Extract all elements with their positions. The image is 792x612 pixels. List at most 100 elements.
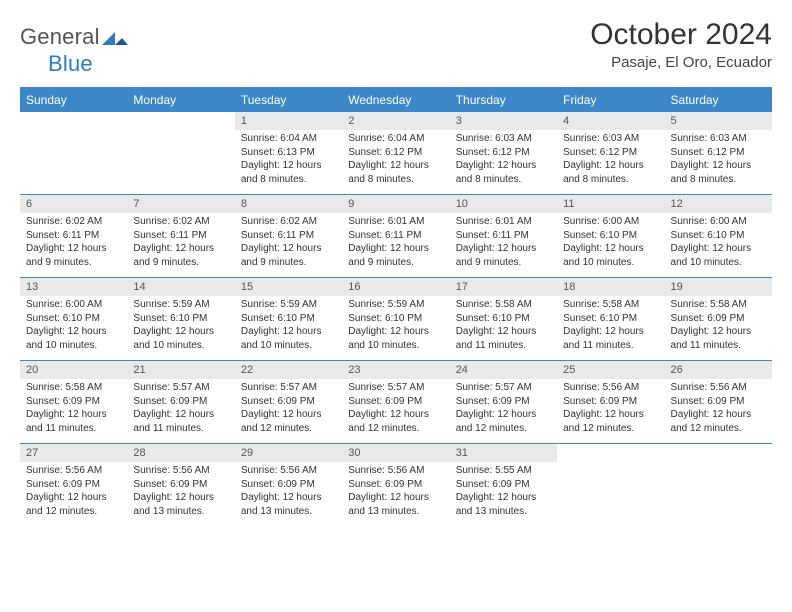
sunset-text: Sunset: 6:10 PM (133, 312, 228, 326)
sunrise-text: Sunrise: 6:01 AM (348, 215, 443, 229)
sunrise-text: Sunrise: 6:02 AM (26, 215, 121, 229)
sunrise-text: Sunrise: 5:59 AM (241, 298, 336, 312)
sunset-text: Sunset: 6:12 PM (563, 146, 658, 160)
day-number-row: 12345 (20, 112, 772, 131)
day-content-cell: Sunrise: 5:56 AMSunset: 6:09 PMDaylight:… (127, 462, 234, 526)
day-content-cell: Sunrise: 5:59 AMSunset: 6:10 PMDaylight:… (127, 296, 234, 361)
daylight-text: Daylight: 12 hours and 9 minutes. (26, 242, 121, 269)
sunrise-text: Sunrise: 5:56 AM (26, 464, 121, 478)
sunrise-text: Sunrise: 5:56 AM (563, 381, 658, 395)
day-number-cell: 17 (450, 278, 557, 297)
sunrise-text: Sunrise: 5:58 AM (671, 298, 766, 312)
day-content-cell: Sunrise: 5:57 AMSunset: 6:09 PMDaylight:… (127, 379, 234, 444)
day-content-cell: Sunrise: 6:04 AMSunset: 6:12 PMDaylight:… (342, 130, 449, 195)
day-number-cell: 24 (450, 361, 557, 380)
day-number-cell: 2 (342, 112, 449, 131)
sunrise-text: Sunrise: 5:56 AM (348, 464, 443, 478)
sunset-text: Sunset: 6:09 PM (671, 395, 766, 409)
daylight-text: Daylight: 12 hours and 13 minutes. (348, 491, 443, 518)
day-number-cell: 20 (20, 361, 127, 380)
daylight-text: Daylight: 12 hours and 9 minutes. (456, 242, 551, 269)
header: GeneralBlue October 2024 Pasaje, El Oro,… (20, 18, 772, 77)
sunset-text: Sunset: 6:09 PM (241, 478, 336, 492)
day-content-row: Sunrise: 6:02 AMSunset: 6:11 PMDaylight:… (20, 213, 772, 278)
day-number-cell: 6 (20, 195, 127, 214)
day-number-cell: 1 (235, 112, 342, 131)
day-content-cell: Sunrise: 6:03 AMSunset: 6:12 PMDaylight:… (665, 130, 772, 195)
sunset-text: Sunset: 6:09 PM (456, 395, 551, 409)
daylight-text: Daylight: 12 hours and 12 minutes. (456, 408, 551, 435)
day-number-cell: 26 (665, 361, 772, 380)
day-content-cell (127, 130, 234, 195)
day-content-cell (665, 462, 772, 526)
weekday-header-row: Sunday Monday Tuesday Wednesday Thursday… (20, 88, 772, 112)
daylight-text: Daylight: 12 hours and 11 minutes. (563, 325, 658, 352)
sunset-text: Sunset: 6:11 PM (456, 229, 551, 243)
sunrise-text: Sunrise: 5:58 AM (26, 381, 121, 395)
sunrise-text: Sunrise: 5:59 AM (133, 298, 228, 312)
day-content-cell: Sunrise: 6:03 AMSunset: 6:12 PMDaylight:… (450, 130, 557, 195)
sunrise-text: Sunrise: 6:04 AM (241, 132, 336, 146)
sunrise-text: Sunrise: 5:57 AM (348, 381, 443, 395)
sunrise-text: Sunrise: 6:00 AM (563, 215, 658, 229)
sunrise-text: Sunrise: 5:57 AM (241, 381, 336, 395)
sunset-text: Sunset: 6:11 PM (348, 229, 443, 243)
day-content-cell: Sunrise: 6:00 AMSunset: 6:10 PMDaylight:… (557, 213, 664, 278)
day-number-cell: 18 (557, 278, 664, 297)
day-content-cell: Sunrise: 5:56 AMSunset: 6:09 PMDaylight:… (342, 462, 449, 526)
day-number-cell: 14 (127, 278, 234, 297)
month-title: October 2024 (590, 18, 772, 52)
sunset-text: Sunset: 6:09 PM (348, 478, 443, 492)
day-number-cell: 23 (342, 361, 449, 380)
daylight-text: Daylight: 12 hours and 8 minutes. (671, 159, 766, 186)
day-content-cell: Sunrise: 6:02 AMSunset: 6:11 PMDaylight:… (235, 213, 342, 278)
sunset-text: Sunset: 6:09 PM (26, 395, 121, 409)
day-content-cell: Sunrise: 6:01 AMSunset: 6:11 PMDaylight:… (450, 213, 557, 278)
day-number-row: 6789101112 (20, 195, 772, 214)
daylight-text: Daylight: 12 hours and 12 minutes. (671, 408, 766, 435)
day-number-cell: 19 (665, 278, 772, 297)
calendar-body: 12345Sunrise: 6:04 AMSunset: 6:13 PMDayl… (20, 112, 772, 527)
day-content-cell: Sunrise: 6:01 AMSunset: 6:11 PMDaylight:… (342, 213, 449, 278)
day-number-row: 2728293031 (20, 444, 772, 463)
sunrise-text: Sunrise: 6:01 AM (456, 215, 551, 229)
weekday-header: Thursday (450, 88, 557, 112)
day-content-row: Sunrise: 5:58 AMSunset: 6:09 PMDaylight:… (20, 379, 772, 444)
daylight-text: Daylight: 12 hours and 8 minutes. (456, 159, 551, 186)
weekday-header: Friday (557, 88, 664, 112)
sunrise-text: Sunrise: 6:04 AM (348, 132, 443, 146)
sunrise-text: Sunrise: 6:03 AM (671, 132, 766, 146)
daylight-text: Daylight: 12 hours and 10 minutes. (563, 242, 658, 269)
daylight-text: Daylight: 12 hours and 11 minutes. (133, 408, 228, 435)
sunset-text: Sunset: 6:10 PM (563, 312, 658, 326)
day-content-cell: Sunrise: 5:56 AMSunset: 6:09 PMDaylight:… (235, 462, 342, 526)
day-number-cell: 13 (20, 278, 127, 297)
daylight-text: Daylight: 12 hours and 11 minutes. (456, 325, 551, 352)
sunset-text: Sunset: 6:09 PM (563, 395, 658, 409)
day-content-cell: Sunrise: 5:58 AMSunset: 6:10 PMDaylight:… (450, 296, 557, 361)
sunset-text: Sunset: 6:10 PM (241, 312, 336, 326)
weekday-header: Monday (127, 88, 234, 112)
sunset-text: Sunset: 6:09 PM (26, 478, 121, 492)
daylight-text: Daylight: 12 hours and 12 minutes. (563, 408, 658, 435)
daylight-text: Daylight: 12 hours and 8 minutes. (241, 159, 336, 186)
day-number-cell: 28 (127, 444, 234, 463)
day-number-row: 20212223242526 (20, 361, 772, 380)
day-number-cell: 22 (235, 361, 342, 380)
sunrise-text: Sunrise: 6:03 AM (563, 132, 658, 146)
weekday-header: Sunday (20, 88, 127, 112)
sunrise-text: Sunrise: 5:55 AM (456, 464, 551, 478)
sunset-text: Sunset: 6:11 PM (26, 229, 121, 243)
day-content-cell: Sunrise: 6:00 AMSunset: 6:10 PMDaylight:… (20, 296, 127, 361)
sunset-text: Sunset: 6:09 PM (241, 395, 336, 409)
day-number-cell: 5 (665, 112, 772, 131)
daylight-text: Daylight: 12 hours and 9 minutes. (348, 242, 443, 269)
weekday-header: Tuesday (235, 88, 342, 112)
daylight-text: Daylight: 12 hours and 11 minutes. (26, 408, 121, 435)
sunrise-text: Sunrise: 6:00 AM (26, 298, 121, 312)
day-number-cell (557, 444, 664, 463)
day-content-cell: Sunrise: 5:57 AMSunset: 6:09 PMDaylight:… (450, 379, 557, 444)
day-number-cell: 11 (557, 195, 664, 214)
sunrise-text: Sunrise: 5:58 AM (456, 298, 551, 312)
daylight-text: Daylight: 12 hours and 12 minutes. (348, 408, 443, 435)
